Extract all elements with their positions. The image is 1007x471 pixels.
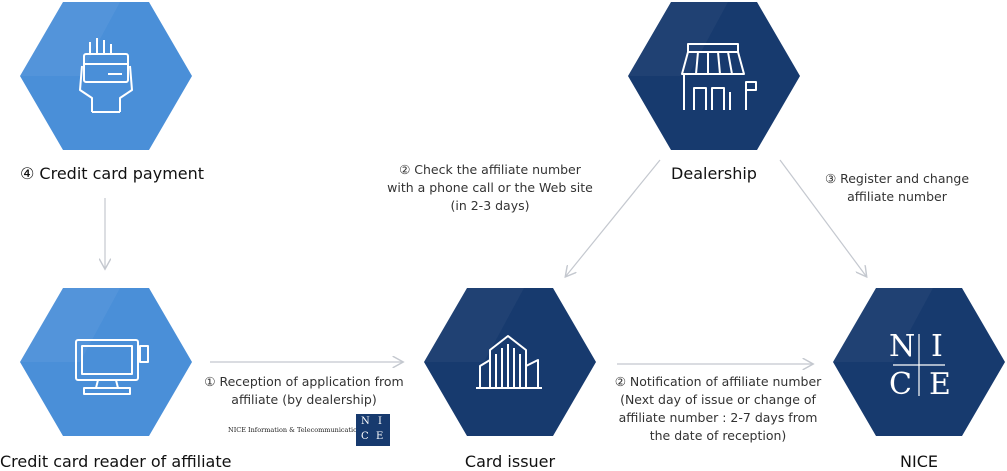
note-register-line-2: affiliate number [847, 189, 947, 204]
brand-logo-letter-n: N [361, 416, 370, 427]
brand-name: NICE Information & Telecommunication [228, 426, 362, 434]
note-reception: ① Reception of application from affiliat… [200, 373, 408, 409]
note-notification-line-3: affiliate number : 2-7 days from [618, 410, 818, 425]
note-reception-line-2: affiliate (by dealership) [231, 392, 377, 407]
nice-letter-c: C [889, 367, 912, 402]
note-notification-line-2: (Next day of issue or change of [620, 392, 816, 407]
note-check-affiliate: ② Check the affiliate number with a phon… [380, 161, 600, 215]
hexagon-dealership [628, 2, 800, 150]
note-check-line-2: with a phone call or the Web site [387, 180, 593, 195]
hand-holding-card-icon [79, 38, 133, 113]
nice-letter-i: I [931, 329, 943, 364]
note-notification-line-1: ② Notification of affiliate number [614, 374, 822, 389]
brand-logo-letter-c: C [361, 431, 369, 442]
note-register-line-1: ③ Register and change [824, 171, 970, 186]
pos-terminal-icon [75, 339, 149, 395]
note-register: ③ Register and change affiliate number [808, 170, 986, 206]
buildings-icon [476, 335, 542, 389]
nice-letter-e: E [929, 367, 951, 402]
label-nice: NICE [900, 452, 938, 471]
note-check-line-3: (in 2-3 days) [450, 198, 530, 213]
brand-logo-letter-e: E [376, 431, 384, 442]
brand-logo: N I C E [356, 414, 390, 446]
note-reception-line-1: ① Reception of application from [204, 374, 404, 389]
storefront-icon [681, 43, 757, 110]
brand-logo-letter-i: I [378, 416, 382, 427]
hexagon-nice: N I C E [833, 288, 1005, 436]
label-dealership: Dealership [671, 164, 757, 183]
label-card-issuer: Card issuer [464, 452, 556, 471]
note-check-line-1: ② Check the affiliate number [399, 162, 581, 177]
hexagon-credit-card-payment [20, 2, 192, 150]
arrow-dealership-to-issuer [566, 159, 661, 276]
label-card-reader: Credit card reader of affiliate [0, 452, 232, 471]
label-credit-card-payment: ④ Credit card payment [20, 164, 205, 183]
hexagon-card-reader [20, 288, 192, 436]
arrow-dealership-to-nice [779, 159, 866, 276]
nice-letter-n: N [889, 329, 915, 364]
note-notification-line-4: the date of reception) [649, 428, 787, 443]
hexagon-card-issuer [424, 288, 596, 436]
note-notification: ② Notification of affiliate number (Next… [612, 373, 824, 445]
nice-logo-icon: N I C E [889, 329, 951, 402]
